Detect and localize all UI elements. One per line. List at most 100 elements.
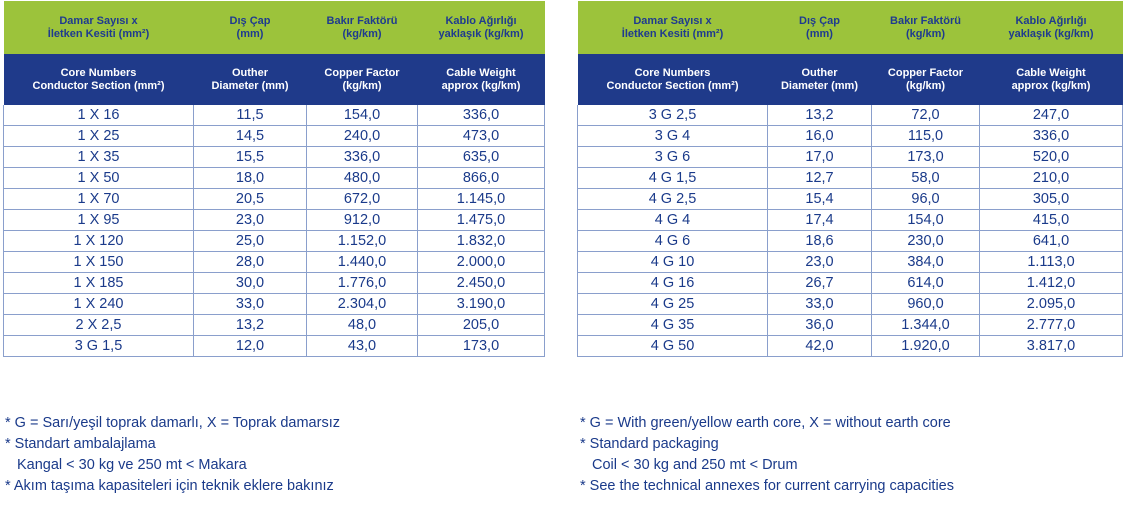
table-row: 1 X 25 14,5 240,0 473,0 [3,125,545,147]
cell-cable-weight: 2.450,0 [417,272,545,294]
cell-cable-weight: 1.475,0 [417,209,545,231]
header-core-tr: Damar Sayısı x İletken Kesiti (mm²) [3,1,194,54]
cell-copper-factor: 48,0 [306,314,418,336]
notes-turkish: * G = Sarı/yeşil toprak damarlı, X = Top… [5,413,340,497]
cell-copper-factor: 58,0 [871,167,980,189]
cell-outer-diameter: 12,7 [767,167,872,189]
header-core-en: Core Numbers Conductor Section (mm²) [577,54,768,105]
cell-cable-weight: 210,0 [979,167,1123,189]
cell-outer-diameter: 12,0 [193,335,307,357]
cell-core-section: 1 X 50 [3,167,194,189]
cell-cable-weight: 866,0 [417,167,545,189]
cell-outer-diameter: 15,5 [193,146,307,168]
cell-copper-factor: 72,0 [871,105,980,126]
cell-core-section: 1 X 16 [3,105,194,126]
header-weight-tr: Kablo Ağırlığı yaklaşık (kg/km) [979,1,1123,54]
cell-copper-factor: 960,0 [871,293,980,315]
cell-core-section: 1 X 120 [3,230,194,252]
cell-outer-diameter: 16,0 [767,125,872,147]
cell-outer-diameter: 17,4 [767,209,872,231]
cell-outer-diameter: 18,6 [767,230,872,252]
table-row: 4 G 6 18,6 230,0 641,0 [577,230,1123,252]
cell-core-section: 4 G 35 [577,314,768,336]
cell-core-section: 1 X 240 [3,293,194,315]
cell-cable-weight: 247,0 [979,105,1123,126]
cell-outer-diameter: 14,5 [193,125,307,147]
cell-outer-diameter: 15,4 [767,188,872,210]
cell-outer-diameter: 33,0 [193,293,307,315]
header-copper-tr: Bakır Faktörü (kg/km) [871,1,980,54]
cell-copper-factor: 336,0 [306,146,418,168]
header-copper-tr: Bakır Faktörü (kg/km) [306,1,418,54]
table-row: 3 G 2,5 13,2 72,0 247,0 [577,105,1123,126]
cell-outer-diameter: 23,0 [193,209,307,231]
header-core-tr: Damar Sayısı x İletken Kesiti (mm²) [577,1,768,54]
table-row: 3 G 6 17,0 173,0 520,0 [577,146,1123,168]
table-row: 4 G 10 23,0 384,0 1.113,0 [577,251,1123,273]
header-weight-en: Cable Weight approx (kg/km) [979,54,1123,105]
cell-cable-weight: 336,0 [417,105,545,126]
cell-copper-factor: 1.776,0 [306,272,418,294]
cell-copper-factor: 1.344,0 [871,314,980,336]
cell-core-section: 3 G 6 [577,146,768,168]
header-diameter-en: Outher Diameter (mm) [767,54,872,105]
cell-outer-diameter: 18,0 [193,167,307,189]
note-line: * Standart ambalajlama [5,436,156,452]
cell-copper-factor: 1.920,0 [871,335,980,357]
table-row: 4 G 35 36,0 1.344,0 2.777,0 [577,314,1123,336]
table-row: 1 X 50 18,0 480,0 866,0 [3,167,545,189]
cell-copper-factor: 154,0 [871,209,980,231]
table-row: 1 X 70 20,5 672,0 1.145,0 [3,188,545,210]
cell-copper-factor: 96,0 [871,188,980,210]
header-row-tr: Damar Sayısı x İletken Kesiti (mm²) Dış Ç… [3,1,545,54]
cell-copper-factor: 614,0 [871,272,980,294]
table-row: 1 X 185 30,0 1.776,0 2.450,0 [3,272,545,294]
cell-copper-factor: 384,0 [871,251,980,273]
cell-core-section: 4 G 50 [577,335,768,357]
note-line: Coil < 30 kg and 250 mt < Drum [592,457,798,473]
cell-copper-factor: 912,0 [306,209,418,231]
header-diameter-en: Outher Diameter (mm) [193,54,307,105]
cell-outer-diameter: 26,7 [767,272,872,294]
table-row: 3 G 4 16,0 115,0 336,0 [577,125,1123,147]
cell-copper-factor: 115,0 [871,125,980,147]
cell-outer-diameter: 17,0 [767,146,872,168]
cell-copper-factor: 154,0 [306,105,418,126]
cell-outer-diameter: 30,0 [193,272,307,294]
cell-copper-factor: 230,0 [871,230,980,252]
header-diameter-tr: Dış Çap (mm) [193,1,307,54]
cell-cable-weight: 1.113,0 [979,251,1123,273]
cell-copper-factor: 43,0 [306,335,418,357]
cell-copper-factor: 480,0 [306,167,418,189]
cell-core-section: 4 G 6 [577,230,768,252]
cell-cable-weight: 641,0 [979,230,1123,252]
cell-cable-weight: 336,0 [979,125,1123,147]
header-copper-en: Copper Factor (kg/km) [871,54,980,105]
table-row: 1 X 120 25,0 1.152,0 1.832,0 [3,230,545,252]
cell-copper-factor: 1.440,0 [306,251,418,273]
header-weight-tr: Kablo Ağırlığı yaklaşık (kg/km) [417,1,545,54]
note-line: * G = With green/yellow earth core, X = … [580,415,951,431]
cell-copper-factor: 672,0 [306,188,418,210]
cable-table-left: Damar Sayısı x İletken Kesiti (mm²) Dış Ç… [3,1,545,357]
header-core-en: Core Numbers Conductor Section (mm²) [3,54,194,105]
cell-core-section: 3 G 2,5 [577,105,768,126]
cell-cable-weight: 1.832,0 [417,230,545,252]
cell-outer-diameter: 13,2 [767,105,872,126]
cell-core-section: 4 G 25 [577,293,768,315]
cell-outer-diameter: 13,2 [193,314,307,336]
cell-cable-weight: 2.000,0 [417,251,545,273]
cell-cable-weight: 173,0 [417,335,545,357]
table-row: 4 G 4 17,4 154,0 415,0 [577,209,1123,231]
header-copper-en: Copper Factor (kg/km) [306,54,418,105]
cell-cable-weight: 1.145,0 [417,188,545,210]
cell-cable-weight: 2.095,0 [979,293,1123,315]
cell-outer-diameter: 42,0 [767,335,872,357]
table-row: 2 X 2,5 13,2 48,0 205,0 [3,314,545,336]
note-line: * See the technical annexes for current … [580,478,954,494]
table-row: 4 G 25 33,0 960,0 2.095,0 [577,293,1123,315]
cell-outer-diameter: 23,0 [767,251,872,273]
note-line: * Akım taşıma kapasiteleri için teknik e… [5,478,334,494]
table-row: 1 X 35 15,5 336,0 635,0 [3,146,545,168]
cell-cable-weight: 3.190,0 [417,293,545,315]
